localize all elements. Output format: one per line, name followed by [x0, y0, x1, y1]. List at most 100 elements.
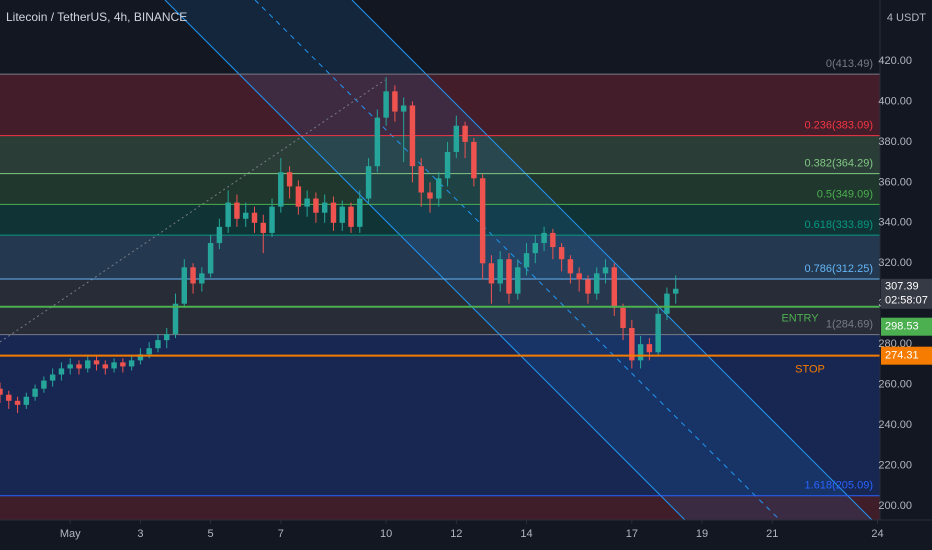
candle-body	[164, 334, 170, 341]
candle-body	[444, 152, 451, 179]
candle-body	[304, 198, 310, 207]
candle-body	[155, 340, 161, 349]
candle-body	[269, 206, 275, 233]
candle-body	[655, 313, 661, 353]
candle-body	[216, 226, 223, 244]
entry-price-box	[881, 317, 932, 336]
candle-body	[453, 125, 460, 153]
y-tick-label: 360.00	[878, 176, 912, 188]
candle-body	[32, 388, 38, 397]
fib-label: 0.382(364.29)	[805, 158, 874, 170]
fib-band	[0, 235, 880, 279]
candle-body	[102, 364, 109, 369]
candle-body	[427, 192, 433, 199]
candle-body	[23, 396, 30, 405]
y-tick-label: 420.00	[878, 55, 912, 67]
candle-body	[14, 400, 21, 405]
x-tick-label: 7	[278, 528, 284, 540]
candle-body	[620, 307, 626, 328]
candle-body	[611, 267, 618, 308]
candle-body	[286, 172, 293, 187]
fib-lines	[0, 73, 880, 497]
candles	[0, 77, 679, 413]
candle-body	[409, 105, 416, 167]
candle-body	[49, 374, 56, 381]
candle-body	[278, 172, 284, 207]
fib-label: 0.5(349.09)	[817, 188, 873, 200]
candle-body	[506, 259, 512, 294]
channel-lower	[164, 0, 686, 520]
y-tick-label: 260.00	[878, 379, 912, 391]
candle-body	[76, 364, 82, 369]
candle-body	[602, 267, 609, 274]
candle-body	[260, 222, 266, 233]
candle-body	[383, 91, 389, 118]
candle-body	[6, 394, 12, 401]
candle-body	[418, 166, 424, 193]
channel-fill	[165, 0, 880, 520]
candle-body	[488, 263, 495, 284]
candle-body	[93, 360, 100, 365]
candle-body	[594, 273, 600, 294]
candle-body	[128, 360, 135, 367]
candle-body	[541, 232, 547, 244]
entry-price-label: 298.53	[885, 321, 919, 333]
fib-bands	[0, 74, 880, 520]
x-tick-label: 3	[137, 528, 143, 540]
candle-body	[207, 243, 214, 274]
entry-label: ENTRY	[781, 313, 819, 325]
x-tick-label: 17	[626, 528, 638, 540]
candle-body	[225, 202, 231, 227]
candle-body	[646, 344, 653, 353]
candle-body	[400, 105, 407, 112]
fib-band	[0, 135, 880, 174]
candle-body	[374, 117, 381, 167]
channel-upper	[351, 0, 873, 520]
candle-body	[190, 267, 196, 284]
candle-body	[365, 166, 372, 199]
candle-body	[41, 380, 47, 389]
candle-body	[172, 303, 179, 335]
channel	[0, 0, 880, 520]
x-tick-label: May	[60, 528, 81, 540]
x-tick-label: 10	[380, 528, 392, 540]
candle-body	[462, 125, 468, 142]
y-tick-label: 320.00	[878, 257, 912, 269]
fib-band	[0, 334, 880, 496]
candle-body	[111, 362, 117, 369]
last-price-box	[881, 278, 932, 309]
candle-body	[339, 206, 345, 223]
candle-body	[357, 198, 363, 227]
channel-mid	[254, 0, 781, 520]
candle-body	[58, 368, 65, 375]
candle-body	[585, 279, 591, 294]
x-tick-label: 21	[766, 528, 778, 540]
candle-body	[497, 259, 503, 284]
last-price-label: 307.39	[885, 281, 919, 293]
x-tick-label: 24	[871, 528, 883, 540]
fib-label: 0.618(333.89)	[805, 219, 874, 231]
candle-body	[348, 206, 354, 227]
x-tick-label: 19	[696, 528, 708, 540]
fib-band	[0, 204, 880, 236]
candle-body	[576, 273, 582, 280]
candle-body	[181, 267, 188, 304]
y-tick-label: 200.00	[878, 500, 912, 512]
countdown: 02:58:07	[885, 295, 928, 307]
candle-body	[515, 267, 521, 294]
fib-label: 0(413.49)	[826, 58, 873, 70]
fib-band	[0, 74, 880, 136]
candle-body	[67, 364, 73, 369]
candle-body	[330, 202, 337, 223]
stop-label: STOP	[795, 364, 825, 376]
overlay: ENTRY STOP	[0, 305, 880, 376]
candle-body	[664, 293, 670, 314]
fib-band	[0, 495, 880, 520]
fib-label: 0.786(312.25)	[805, 263, 874, 275]
fib-label: 1(284.69)	[826, 319, 873, 331]
candle-body	[558, 247, 565, 260]
candle-body	[0, 388, 3, 395]
x-tick-label: 14	[520, 528, 532, 540]
